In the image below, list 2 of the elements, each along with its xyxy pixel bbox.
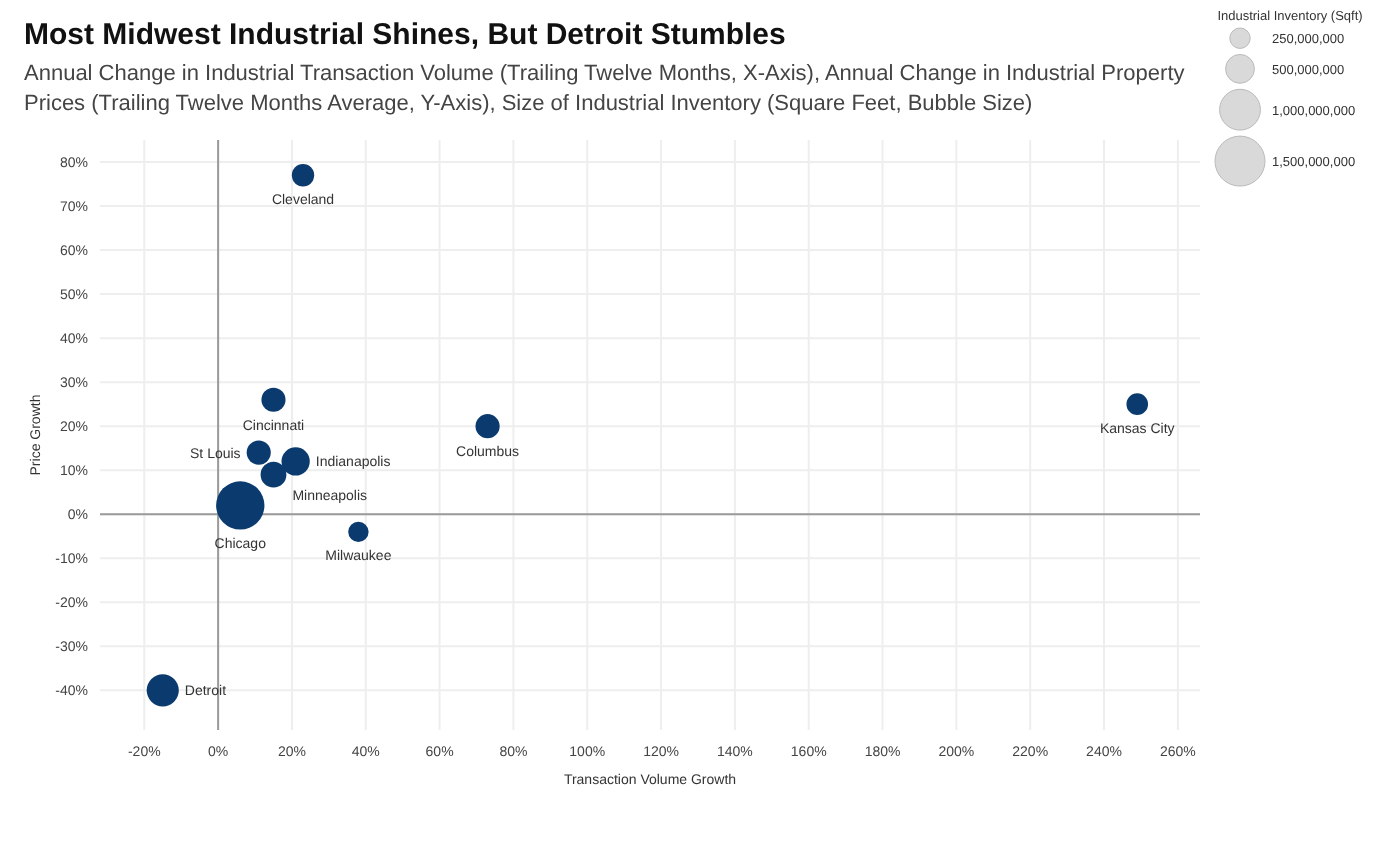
chart-title: Most Midwest Industrial Shines, But Detroit Stumbles xyxy=(24,18,786,52)
chart-subtitle: Annual Change in Industrial Transaction Volume (Trailing Twelve Months, X-Axis), Annual Change in Industrial Property Prices (Trailing Twelve Months Average, Y-Axis), Size of Industrial Inventory (Square Feet, Bubble Size) xyxy=(24,62,1186,116)
